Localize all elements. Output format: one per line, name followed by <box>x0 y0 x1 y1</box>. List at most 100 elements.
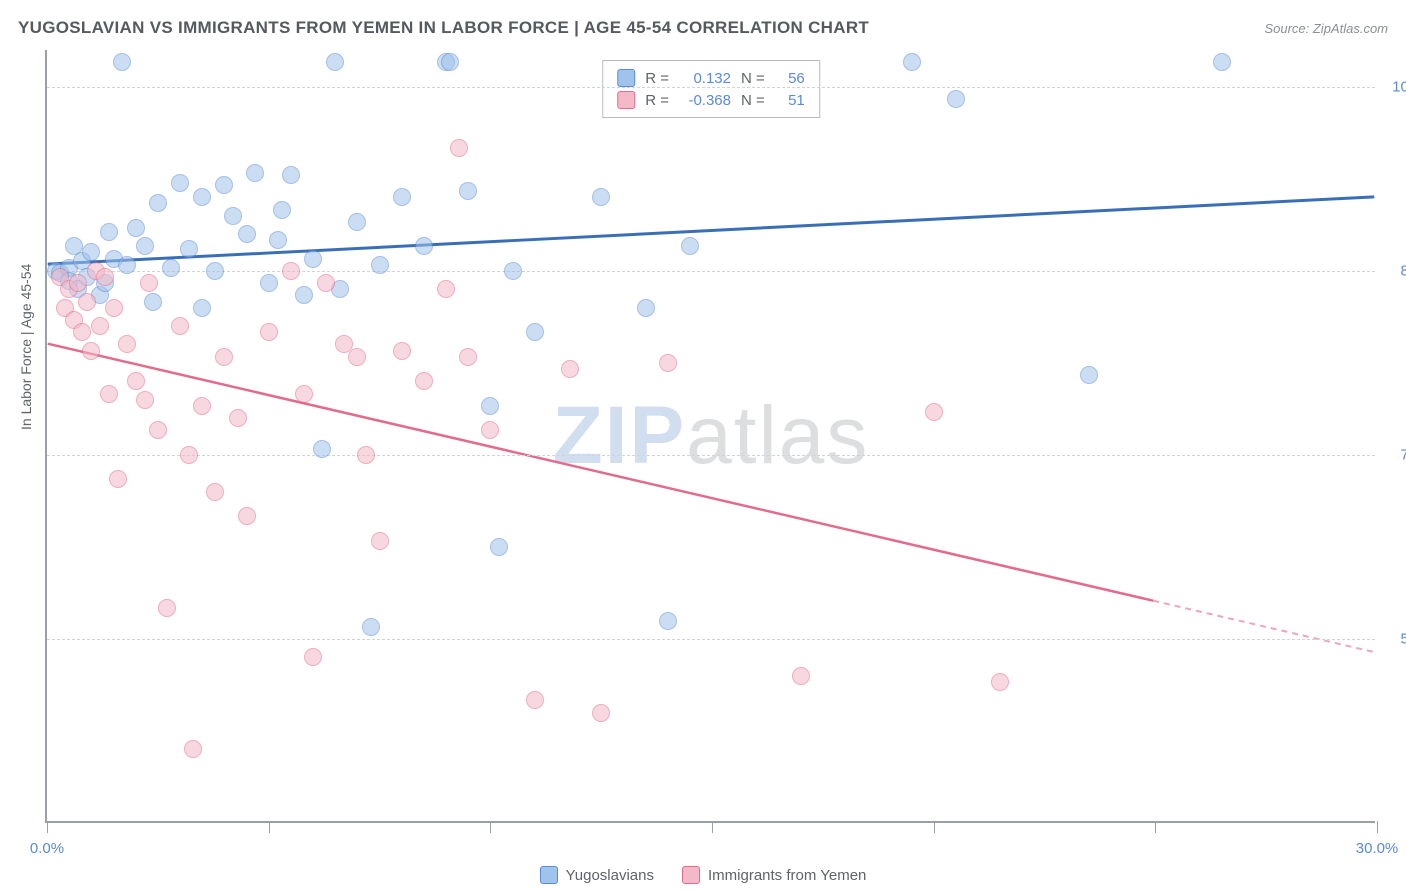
data-point <box>184 740 202 758</box>
data-point <box>69 274 87 292</box>
data-point <box>149 421 167 439</box>
data-point <box>592 188 610 206</box>
data-point <box>136 391 154 409</box>
data-point <box>224 207 242 225</box>
legend-swatch <box>540 866 558 884</box>
data-point <box>526 323 544 341</box>
data-point <box>238 225 256 243</box>
data-point <box>282 262 300 280</box>
y-tick-label: 100.0% <box>1383 78 1406 95</box>
data-point <box>149 194 167 212</box>
stats-n-value: 56 <box>775 70 805 87</box>
stats-swatch <box>617 69 635 87</box>
data-point <box>171 174 189 192</box>
stats-r-label: R = <box>645 92 669 109</box>
x-tick <box>712 821 713 833</box>
data-point <box>73 323 91 341</box>
stats-n-label: N = <box>741 92 765 109</box>
data-point <box>118 256 136 274</box>
data-point <box>362 618 380 636</box>
data-point <box>459 182 477 200</box>
data-point <box>180 240 198 258</box>
data-point <box>206 262 224 280</box>
data-point <box>393 342 411 360</box>
data-point <box>792 667 810 685</box>
y-axis-label: In Labor Force | Age 45-54 <box>18 264 34 430</box>
data-point <box>162 259 180 277</box>
data-point <box>96 268 114 286</box>
x-tick <box>1155 821 1156 833</box>
legend-label: Yugoslavians <box>566 867 654 884</box>
data-point <box>118 335 136 353</box>
data-point <box>113 53 131 71</box>
data-point <box>526 691 544 709</box>
data-point <box>304 648 322 666</box>
data-point <box>193 397 211 415</box>
data-point <box>229 409 247 427</box>
data-point <box>127 219 145 237</box>
data-point <box>659 354 677 372</box>
watermark: ZIPatlas <box>553 389 870 483</box>
data-point <box>681 237 699 255</box>
data-point <box>273 201 291 219</box>
data-point <box>304 250 322 268</box>
legend-label: Immigrants from Yemen <box>708 867 866 884</box>
y-tick-label: 85.0% <box>1383 262 1406 279</box>
data-point <box>295 385 313 403</box>
stats-r-value: 0.132 <box>679 70 731 87</box>
watermark-atlas: atlas <box>686 390 869 481</box>
data-point <box>140 274 158 292</box>
data-point <box>317 274 335 292</box>
data-point <box>490 538 508 556</box>
data-point <box>925 403 943 421</box>
gridline <box>47 639 1375 640</box>
x-tick <box>934 821 935 833</box>
source-label: Source: ZipAtlas.com <box>1264 21 1388 36</box>
watermark-zip: ZIP <box>553 390 687 481</box>
data-point <box>561 360 579 378</box>
data-point <box>348 348 366 366</box>
data-point <box>193 299 211 317</box>
data-point <box>260 274 278 292</box>
data-point <box>903 53 921 71</box>
x-tick <box>1377 821 1378 833</box>
data-point <box>441 53 459 71</box>
data-point <box>637 299 655 317</box>
data-point <box>450 139 468 157</box>
trend-lines-layer <box>47 50 1375 821</box>
data-point <box>357 446 375 464</box>
data-point <box>393 188 411 206</box>
x-tick <box>490 821 491 833</box>
data-point <box>295 286 313 304</box>
legend-swatch <box>682 866 700 884</box>
data-point <box>78 293 96 311</box>
data-point <box>326 53 344 71</box>
data-point <box>127 372 145 390</box>
x-tick-label: 0.0% <box>30 840 64 857</box>
stats-r-value: -0.368 <box>679 92 731 109</box>
data-point <box>91 317 109 335</box>
gridline <box>47 87 1375 88</box>
gridline <box>47 455 1375 456</box>
data-point <box>144 293 162 311</box>
data-point <box>481 421 499 439</box>
data-point <box>947 90 965 108</box>
data-point <box>238 507 256 525</box>
data-point <box>180 446 198 464</box>
data-point <box>171 317 189 335</box>
x-tick-label: 30.0% <box>1356 840 1399 857</box>
trend-line <box>48 344 1153 601</box>
data-point <box>371 256 389 274</box>
plot-area: ZIPatlas R =0.132N =56R =-0.368N =51 55.… <box>45 50 1375 823</box>
trend-line-extrapolated <box>1153 601 1374 652</box>
data-point <box>82 342 100 360</box>
data-point <box>481 397 499 415</box>
data-point <box>105 299 123 317</box>
gridline <box>47 271 1375 272</box>
data-point <box>109 470 127 488</box>
data-point <box>215 176 233 194</box>
data-point <box>371 532 389 550</box>
stats-row: R =-0.368N =51 <box>617 89 805 111</box>
data-point <box>136 237 154 255</box>
data-point <box>348 213 366 231</box>
